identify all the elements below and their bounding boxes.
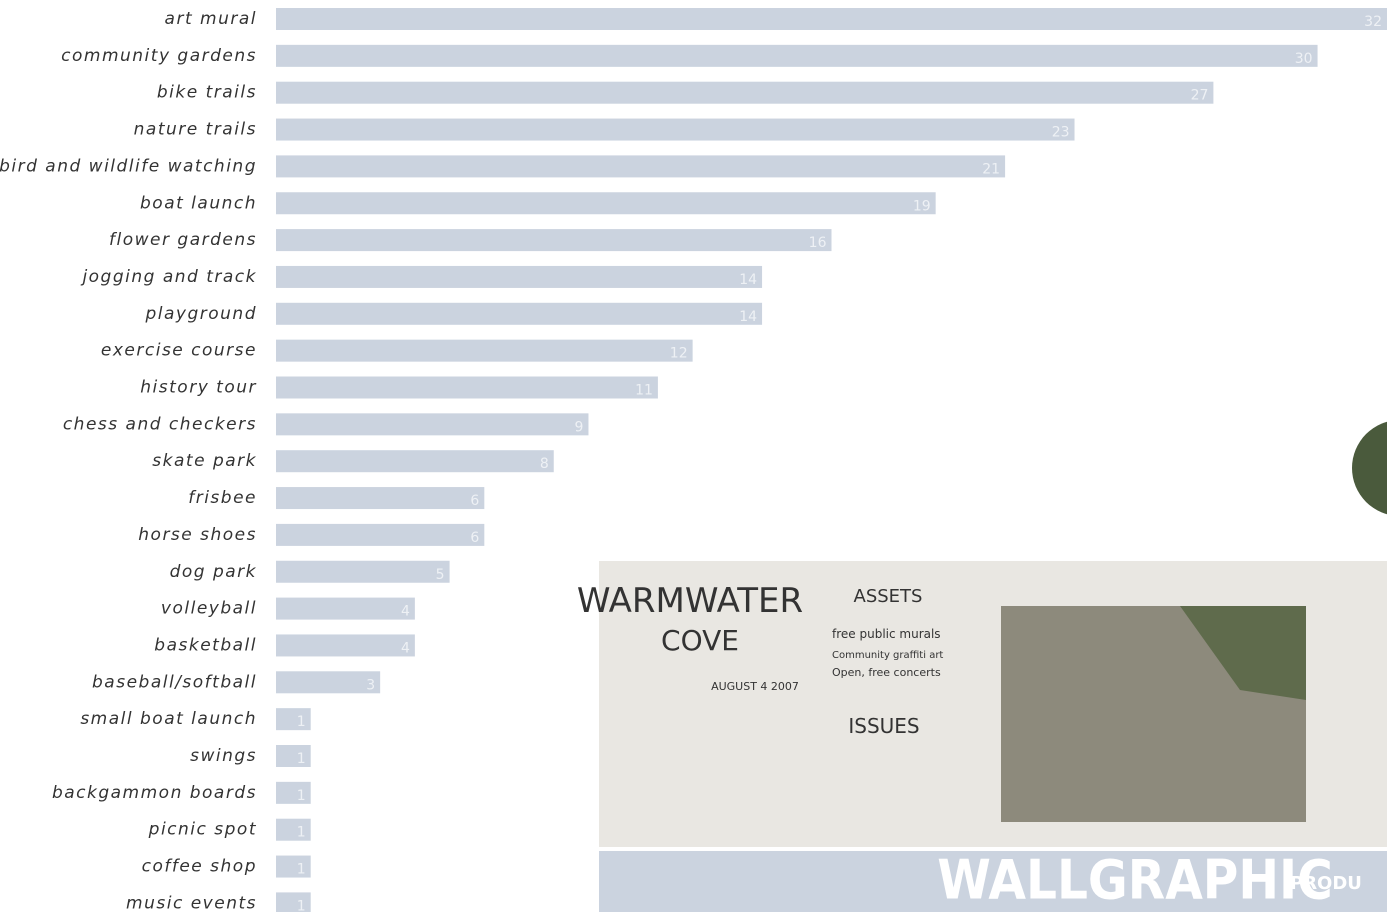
bar — [276, 45, 1318, 67]
category-label: bike trails — [157, 83, 257, 103]
value-label: 21 — [982, 161, 1000, 177]
category-label: skate park — [152, 451, 257, 471]
value-label: 23 — [1052, 125, 1070, 141]
bar — [276, 413, 588, 435]
category-label: jogging and track — [80, 267, 257, 287]
category-label: basketball — [154, 635, 257, 655]
value-label: 4 — [401, 604, 410, 620]
category-label: flower gardens — [109, 230, 257, 250]
category-label: picnic spot — [148, 820, 257, 840]
value-label: 6 — [470, 493, 479, 509]
bar — [276, 82, 1213, 104]
assets-heading: ASSETS — [854, 586, 923, 607]
category-label: horse shoes — [138, 525, 257, 545]
category-label: nature trails — [134, 120, 257, 140]
category-label: small boat launch — [80, 709, 257, 729]
bar — [276, 450, 554, 472]
bar — [276, 229, 832, 251]
bar — [276, 119, 1075, 141]
value-label: 27 — [1191, 88, 1209, 104]
poster-photo: WARMWATER COVE AUGUST 4 2007 ASSETS free… — [577, 561, 1387, 912]
value-label: 1 — [297, 751, 306, 767]
chart: art mural 32 community gardens 30 bike trail… — [0, 0, 1387, 912]
value-label: 19 — [913, 198, 931, 214]
value-label: 11 — [635, 383, 653, 399]
value-label: 30 — [1295, 51, 1313, 67]
category-label: boat launch — [140, 193, 257, 213]
bar — [276, 340, 693, 362]
bar — [276, 487, 484, 509]
value-label: 1 — [297, 898, 306, 912]
value-label: 8 — [540, 456, 549, 472]
poster-date: AUGUST 4 2007 — [711, 680, 799, 693]
value-label: 14 — [739, 272, 757, 288]
bar — [276, 524, 484, 546]
category-label: swings — [190, 746, 257, 766]
value-label: 1 — [297, 714, 306, 730]
poster-subtitle: COVE — [661, 624, 739, 657]
category-label: frisbee — [188, 488, 257, 508]
category-label: art mural — [165, 9, 257, 29]
value-label: 12 — [670, 346, 688, 362]
value-label: 16 — [809, 235, 827, 251]
value-label: 5 — [436, 567, 445, 583]
value-label: 3 — [366, 677, 375, 693]
category-label: playground — [144, 304, 257, 324]
bar — [276, 377, 658, 399]
category-label: history tour — [140, 378, 257, 398]
value-label: 1 — [297, 825, 306, 841]
asset-item: Open, free concerts — [832, 666, 941, 679]
poster-title: WARMWATER — [577, 581, 803, 621]
banner-suffix: PRODU — [1290, 873, 1362, 894]
photo-circle — [1352, 420, 1387, 516]
issues-heading: ISSUES — [848, 714, 919, 738]
asset-item: Community graffiti art — [832, 650, 943, 661]
value-label: 1 — [297, 788, 306, 804]
category-label: community gardens — [61, 46, 257, 66]
bar — [276, 598, 415, 620]
value-label: 14 — [739, 309, 757, 325]
category-label: coffee shop — [142, 857, 257, 877]
bar — [276, 303, 762, 325]
category-label: volleyball — [161, 599, 257, 619]
value-label: 32 — [1364, 14, 1382, 30]
category-label: music events — [126, 893, 257, 912]
bar — [276, 192, 936, 214]
category-label: dog park — [170, 562, 257, 582]
bar — [276, 8, 1387, 30]
bar — [276, 155, 1005, 177]
value-label: 9 — [575, 419, 584, 435]
bar — [276, 634, 415, 656]
bar — [276, 671, 380, 693]
category-label: chess and checkers — [63, 414, 257, 434]
category-label: backgammon boards — [52, 783, 257, 803]
banner-title: WALLGRAPHIC — [937, 849, 1333, 912]
value-label: 6 — [470, 530, 479, 546]
category-label: exercise course — [101, 341, 257, 361]
value-label: 1 — [297, 862, 306, 878]
bar — [276, 266, 762, 288]
category-label: baseball/softball — [92, 672, 257, 692]
asset-item: free public murals — [832, 627, 941, 641]
category-label: bird and wildlife watching — [0, 156, 257, 176]
value-label: 4 — [401, 640, 410, 656]
bar — [276, 561, 450, 583]
